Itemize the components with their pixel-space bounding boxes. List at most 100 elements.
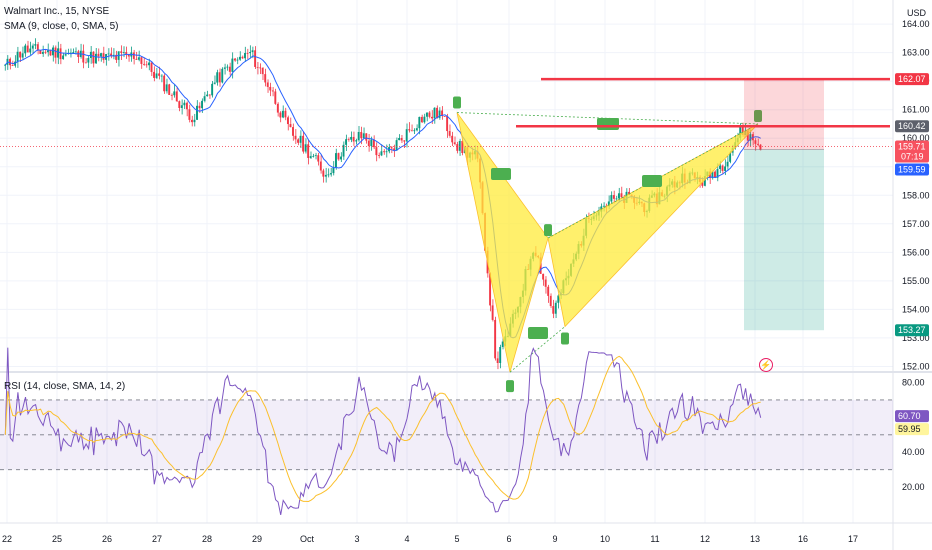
candle-body	[423, 116, 426, 123]
time-tick-label: 27	[152, 534, 162, 544]
candle-body	[297, 139, 300, 143]
candle-body	[213, 82, 216, 84]
candle-body	[16, 51, 19, 62]
candle-body	[89, 51, 92, 58]
candle-body	[418, 116, 421, 129]
candle-body	[299, 135, 302, 143]
candle-body	[713, 171, 716, 178]
candle-body	[292, 127, 294, 136]
candle-body	[554, 302, 557, 314]
price-tag	[895, 140, 929, 163]
candle-body	[233, 58, 236, 61]
candle-body	[64, 54, 67, 56]
time-tick-label: Oct	[300, 534, 315, 544]
candle-body	[145, 64, 148, 66]
candle-body	[24, 45, 27, 54]
candle-body	[721, 165, 724, 171]
candle-body	[431, 116, 433, 119]
candle-body	[29, 48, 32, 53]
rsi-tick-label: 20.00	[902, 482, 925, 492]
candle-body	[196, 105, 198, 120]
time-tick-label: 11	[650, 534, 659, 544]
candle-body	[729, 152, 732, 162]
candle-body	[428, 112, 431, 117]
candle-body	[160, 75, 163, 77]
candle-body	[322, 170, 325, 177]
candle-body	[334, 153, 337, 168]
candle-body	[190, 119, 193, 123]
candle-body	[140, 57, 143, 64]
price-tick-label: 156.00	[902, 247, 930, 257]
candle-body	[44, 51, 47, 53]
candle-body	[552, 306, 555, 314]
candle-body	[441, 110, 444, 117]
candle-body	[206, 94, 209, 97]
time-tick-label: 6	[506, 534, 511, 544]
candle-body	[236, 59, 239, 61]
candle-body	[372, 139, 375, 148]
candle-body	[438, 110, 441, 118]
candle-body	[231, 58, 234, 72]
candle-body	[703, 176, 706, 186]
candle-body	[617, 193, 620, 199]
stop-loss-zone	[744, 79, 824, 150]
candle-body	[82, 50, 85, 63]
candle-body	[557, 295, 560, 303]
price-tick-label: 158.00	[902, 190, 930, 200]
candle-body	[451, 135, 454, 143]
candle-body	[238, 56, 241, 60]
candle-body	[36, 44, 39, 51]
candle-body	[69, 52, 72, 54]
candle-body	[198, 105, 201, 109]
candle-body	[615, 198, 618, 200]
symbol-title[interactable]: Walmart Inc., 15, NYSE	[4, 6, 110, 17]
rsi-indicator-title[interactable]: RSI (14, close, SMA, 14, 2)	[4, 381, 126, 392]
take-profit-zone	[744, 149, 824, 331]
price-tick-label: 157.00	[902, 219, 930, 229]
candle-body	[304, 144, 307, 152]
price-tick-label: 164.00	[902, 19, 930, 29]
candle-body	[420, 116, 423, 123]
ratio-label-box	[597, 118, 619, 130]
time-tick-label: 13	[750, 534, 760, 544]
candle-body	[52, 47, 54, 56]
candle-body	[628, 191, 631, 195]
candle-body	[309, 156, 312, 158]
candle-body	[726, 161, 729, 167]
candle-body	[125, 52, 128, 55]
candle-body	[319, 161, 322, 171]
candle-body	[62, 55, 65, 60]
candle-body	[362, 133, 365, 139]
candle-body	[31, 45, 34, 49]
candle-body	[302, 135, 305, 152]
candle-body	[367, 140, 370, 147]
price-tag-label: 159.71	[898, 141, 926, 151]
candle-body	[433, 107, 436, 119]
point-marker-b	[544, 224, 552, 237]
sma-indicator-title[interactable]: SMA (9, close, 0, SMA, 5)	[4, 21, 119, 32]
candle-body	[317, 155, 320, 162]
candle-body	[241, 56, 244, 59]
candle-body	[314, 155, 317, 156]
candle-body	[380, 151, 383, 156]
currency-label[interactable]: USD	[907, 8, 927, 18]
candle-body	[249, 52, 252, 54]
candle-body	[112, 54, 115, 56]
candle-body	[602, 205, 605, 207]
candle-body	[724, 166, 727, 171]
candle-body	[74, 51, 77, 53]
price-tick-label: 155.00	[902, 276, 930, 286]
candle-body	[494, 319, 497, 359]
candle-body	[87, 57, 90, 63]
lightning-icon[interactable]: ⚡	[759, 358, 773, 372]
candle-body	[607, 201, 610, 207]
candle-body	[360, 132, 363, 139]
time-tick-label: 26	[102, 534, 112, 544]
candle-body	[266, 82, 269, 87]
price-tick-label: 152.00	[902, 361, 930, 371]
candle-body	[256, 66, 259, 68]
time-tick-label: 29	[252, 534, 262, 544]
price-tag-label: 162.07	[898, 74, 926, 84]
candle-body	[226, 66, 229, 68]
